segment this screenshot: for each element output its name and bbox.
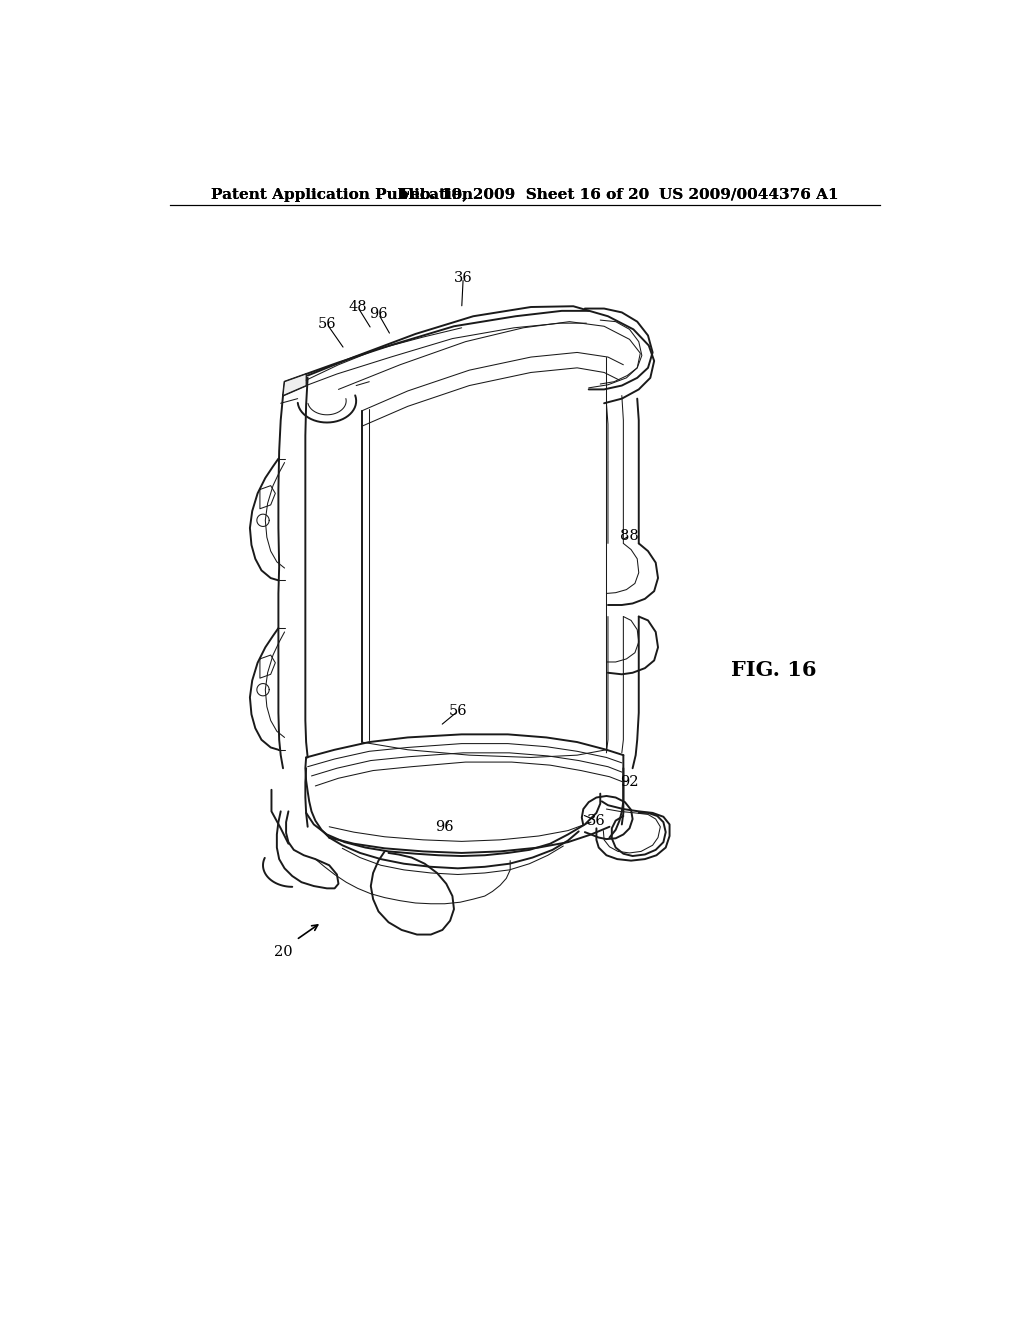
Text: 36: 36 <box>454 271 472 285</box>
Text: US 2009/0044376 A1: US 2009/0044376 A1 <box>659 187 839 202</box>
Text: 88: 88 <box>621 529 639 543</box>
Text: 56: 56 <box>317 317 336 331</box>
Text: 20: 20 <box>273 945 292 958</box>
Text: Patent Application Publication: Patent Application Publication <box>211 187 473 202</box>
Polygon shape <box>269 305 665 960</box>
Text: US 2009/0044376 A1: US 2009/0044376 A1 <box>659 187 839 202</box>
Polygon shape <box>283 374 306 396</box>
Text: Feb. 19, 2009  Sheet 16 of 20: Feb. 19, 2009 Sheet 16 of 20 <box>400 187 649 202</box>
Text: Patent Application Publication: Patent Application Publication <box>211 187 473 202</box>
Text: Feb. 19, 2009  Sheet 16 of 20: Feb. 19, 2009 Sheet 16 of 20 <box>400 187 649 202</box>
Text: 96: 96 <box>370 308 388 321</box>
Text: 48: 48 <box>348 300 367 314</box>
Text: 56: 56 <box>449 705 467 718</box>
Text: FIG. 16: FIG. 16 <box>731 660 817 680</box>
Text: 96: 96 <box>435 820 454 834</box>
Text: 92: 92 <box>621 775 639 789</box>
Text: 36: 36 <box>587 813 606 828</box>
